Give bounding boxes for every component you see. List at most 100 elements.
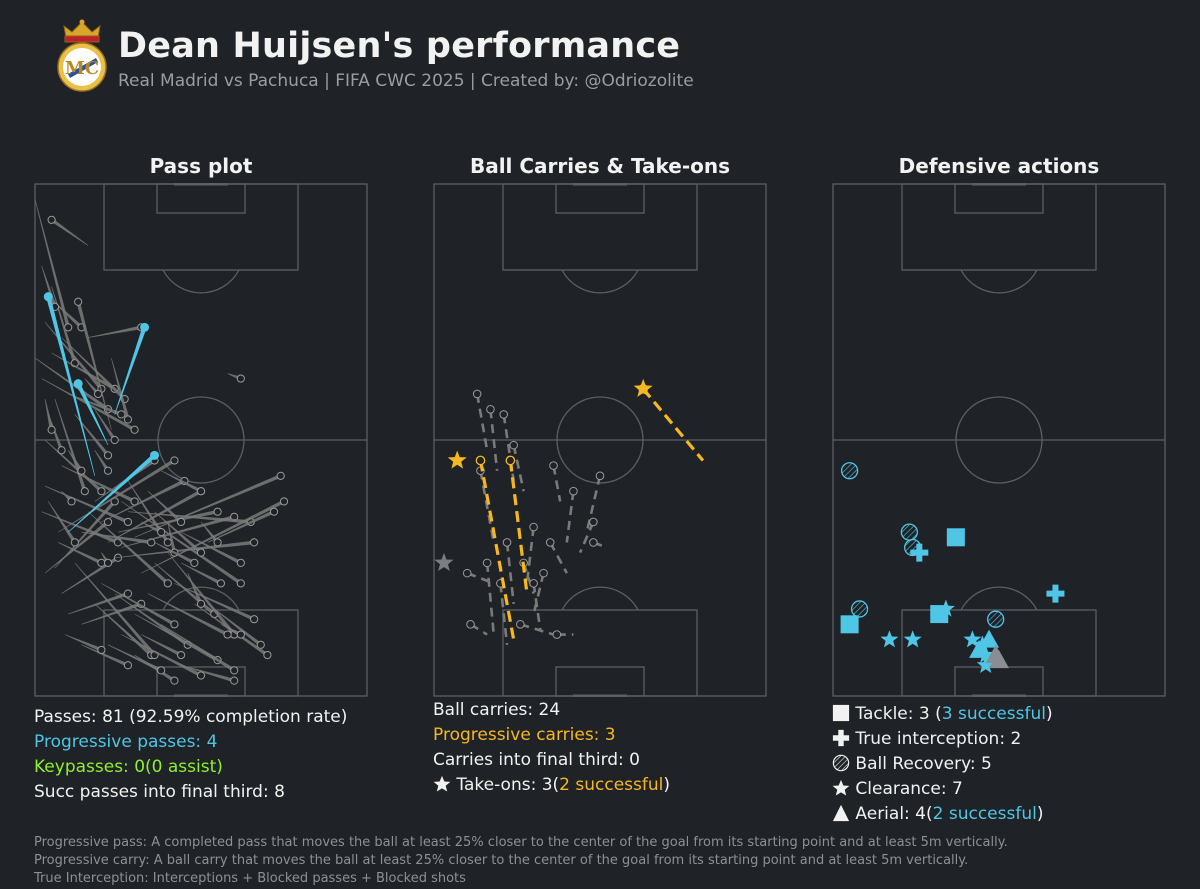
pass-line xyxy=(147,491,183,524)
defensive-stats: Tackle: 3 (3 successful) True intercepti… xyxy=(832,702,1053,827)
carry-line xyxy=(565,491,575,543)
triangle-icon xyxy=(832,804,850,822)
pass-end-marker xyxy=(47,215,56,224)
pass-end-marker xyxy=(176,650,186,660)
pass-end-marker xyxy=(123,589,133,598)
definitions-notes: Progressive pass: A completed pass that … xyxy=(34,834,1008,888)
clearance-marker xyxy=(963,630,982,648)
progressive-carries-stat: Progressive carries: 3 xyxy=(433,725,616,745)
pass-end-marker xyxy=(196,548,206,557)
pass-line xyxy=(68,591,129,615)
pass-line xyxy=(44,322,103,390)
carry-stats: Ball carries: 24 Progressive carries: 3 … xyxy=(433,698,670,798)
carry-start-marker xyxy=(499,410,509,419)
defensive-plot-title: Defensive actions xyxy=(898,154,1100,178)
progressive-pass-line xyxy=(68,453,156,533)
carry-line xyxy=(475,393,489,451)
pass-end-marker xyxy=(263,650,272,660)
pass-line xyxy=(187,573,203,605)
top-penalty-box xyxy=(103,183,299,271)
pass-line xyxy=(134,474,282,538)
carry-line xyxy=(552,465,562,502)
pass-end-marker xyxy=(223,630,232,639)
pass-line xyxy=(61,337,126,401)
interception-marker xyxy=(1046,584,1065,603)
carry-line xyxy=(502,414,515,482)
carry-line xyxy=(532,572,545,615)
clearance-stat: Clearance: 7 xyxy=(832,777,1053,802)
progressive-carry-line xyxy=(508,460,529,594)
pass-end-marker xyxy=(157,666,166,675)
pass-end-marker xyxy=(77,466,86,475)
pass-end-marker xyxy=(123,517,133,527)
pass-line xyxy=(154,562,216,616)
pass-line xyxy=(94,450,110,472)
final-third-carries-stat: Carries into final third: 0 xyxy=(433,750,640,770)
carry-start-marker xyxy=(549,461,558,470)
pass-line xyxy=(220,624,242,637)
pass-end-marker xyxy=(110,435,119,445)
pass-line xyxy=(117,509,218,533)
ball-recovery-marker xyxy=(987,610,1005,628)
pass-line xyxy=(81,644,129,667)
carry-start-marker xyxy=(569,486,578,496)
pass-end-marker xyxy=(190,558,199,567)
page-subtitle: Real Madrid vs Pachuca | FIFA CWC 2025 |… xyxy=(118,71,694,91)
defensive-plot-pitch xyxy=(832,183,1166,697)
pass-line xyxy=(101,583,176,626)
carry-line xyxy=(505,542,515,604)
svg-text:MC: MC xyxy=(65,58,99,79)
progressive-pass-line xyxy=(114,326,147,415)
pass-line xyxy=(81,602,142,625)
top-six-yard-box xyxy=(954,183,1044,214)
pass-line xyxy=(41,265,57,308)
pass-end-marker xyxy=(176,517,186,527)
pass-plot-pitch xyxy=(34,183,368,697)
pass-line xyxy=(34,199,70,328)
carry-start-marker xyxy=(509,440,518,450)
carry-start-marker xyxy=(589,538,598,547)
pass-end-marker xyxy=(170,676,179,685)
carry-start-marker xyxy=(472,389,482,399)
pass-end-marker xyxy=(103,466,113,475)
carry-line xyxy=(532,583,542,630)
pass-line xyxy=(121,634,202,678)
pass-end-marker xyxy=(196,487,206,496)
bottom-penalty-arc xyxy=(960,586,1038,611)
pass-end-marker xyxy=(97,487,106,496)
carry-start-marker xyxy=(529,522,538,532)
pass-line xyxy=(67,450,83,472)
pass-line xyxy=(76,301,112,430)
carry-line xyxy=(499,583,509,645)
square-icon xyxy=(832,704,850,722)
tackle-marker xyxy=(840,615,859,634)
carry-start-marker xyxy=(462,568,472,578)
pass-line xyxy=(207,603,262,647)
pass-end-marker xyxy=(93,389,103,399)
clearance-marker xyxy=(903,630,922,648)
pass-line xyxy=(87,511,169,585)
pass-line xyxy=(161,624,236,672)
progressive-pass-end-marker xyxy=(150,450,160,460)
pass-line xyxy=(101,479,186,523)
progressive-carry-line xyxy=(478,460,516,640)
pass-line xyxy=(74,414,110,457)
pass-end-marker xyxy=(123,415,133,424)
pass-end-marker xyxy=(163,579,172,588)
carries-plot-title: Ball Carries & Take-ons xyxy=(469,154,731,178)
carry-line xyxy=(549,541,568,574)
pass-end-marker xyxy=(67,497,76,506)
pass-line xyxy=(54,500,116,569)
pass-end-marker xyxy=(236,558,245,567)
pass-line xyxy=(180,562,222,585)
pass-line xyxy=(121,501,242,585)
progressive-pass-end-marker xyxy=(43,292,53,302)
top-penalty-arc xyxy=(162,269,240,294)
pass-end-marker xyxy=(123,661,133,670)
pass-end-marker xyxy=(157,528,166,537)
carry-line xyxy=(512,444,525,492)
pass-line xyxy=(127,480,170,544)
pass-line xyxy=(64,634,103,652)
pass-end-marker xyxy=(236,374,245,383)
pass-end-marker xyxy=(163,538,172,547)
